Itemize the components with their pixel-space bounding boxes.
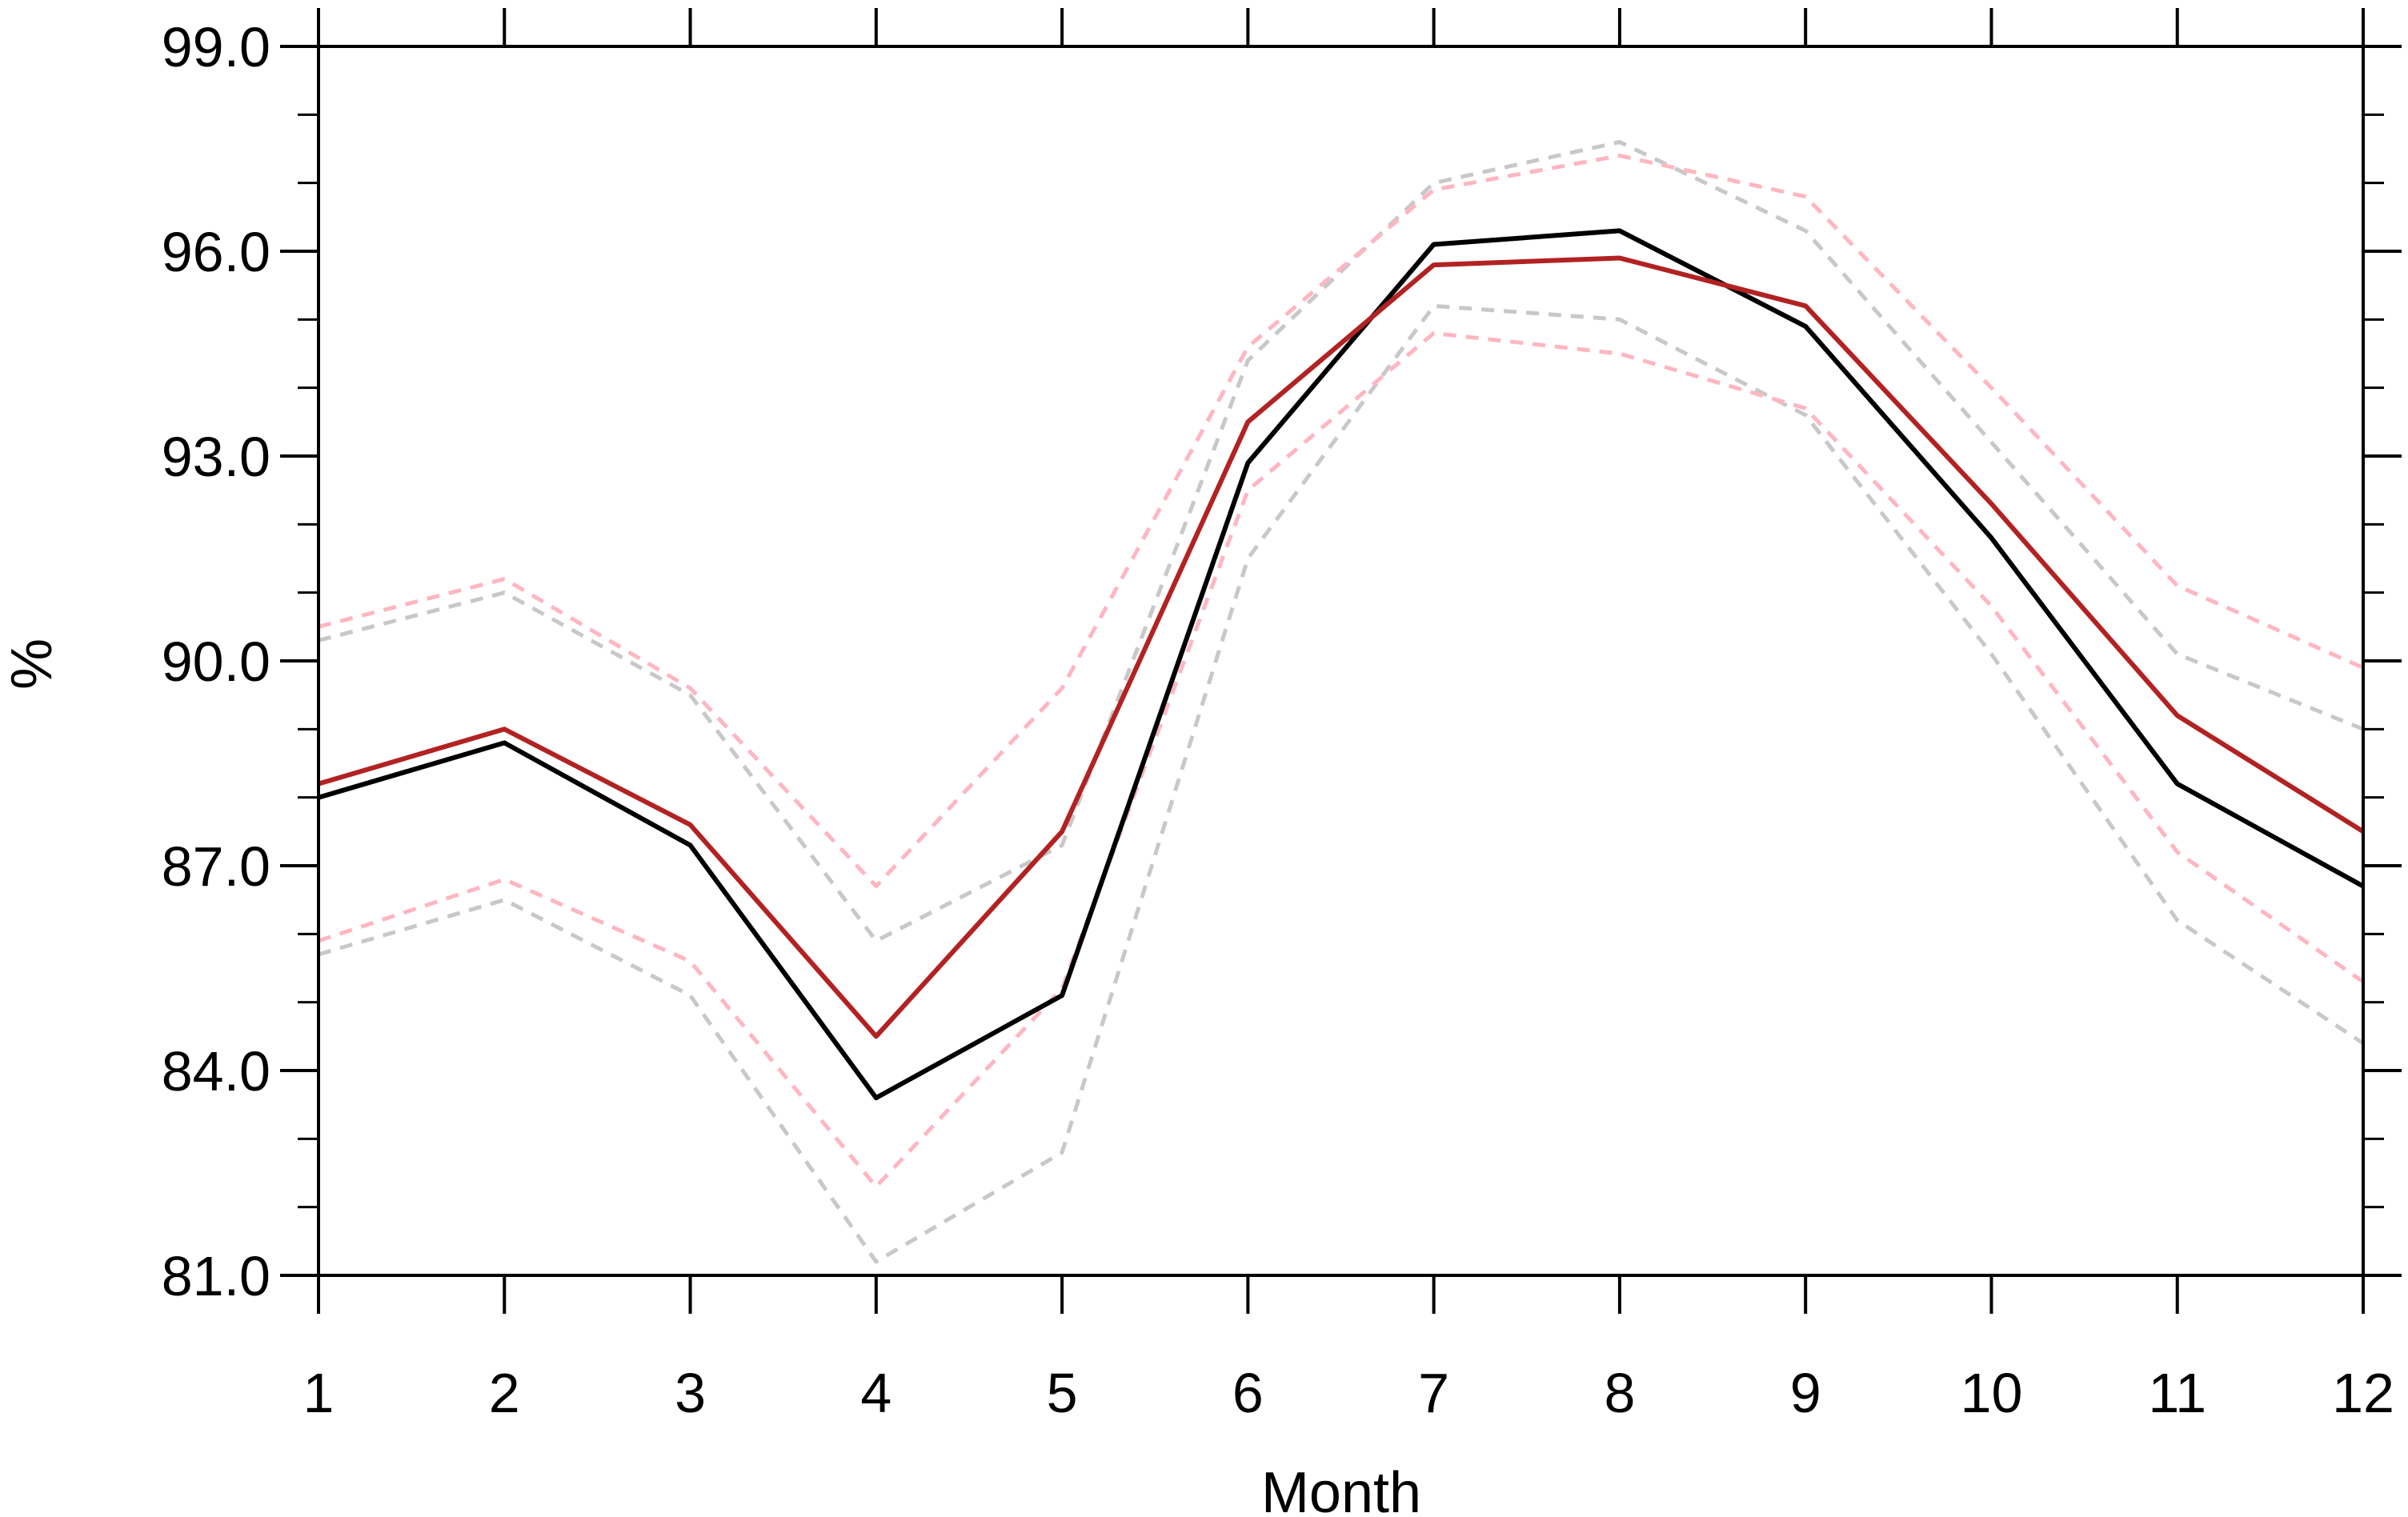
y-axis-title: % — [0, 638, 64, 690]
series-line-3 — [318, 140, 2364, 943]
x-tick-label: 4 — [860, 1362, 891, 1424]
axes-layer — [280, 8, 2402, 1314]
y-tick-label: 99.0 — [162, 16, 270, 78]
x-axis-title: Month — [1261, 1461, 1421, 1517]
series-line-1 — [318, 228, 2365, 1101]
x-tick-label: 1 — [303, 1362, 335, 1424]
x-tick-label: 7 — [1418, 1362, 1449, 1424]
series-line-4 — [318, 303, 2365, 1264]
series-line-2 — [318, 255, 2365, 1039]
x-tick-label: 11 — [2148, 1362, 2206, 1424]
plot-frame — [317, 45, 2365, 1277]
x-tick-label: 2 — [489, 1362, 520, 1424]
x-tick-label: 10 — [1961, 1362, 2023, 1424]
y-tick-label: 84.0 — [162, 1040, 270, 1103]
series-line-5 — [318, 154, 2365, 889]
series-line-6 — [318, 330, 2365, 1189]
y-tick-label: 96.0 — [162, 221, 270, 283]
x-tick-label: 3 — [675, 1362, 706, 1424]
y-tick-label: 87.0 — [162, 835, 270, 898]
x-tick-label: 9 — [1790, 1362, 1821, 1424]
y-tick-label: 81.0 — [162, 1245, 270, 1307]
y-tick-label: 90.0 — [162, 630, 270, 693]
x-tick-label: 8 — [1604, 1362, 1635, 1424]
series-layer — [318, 140, 2365, 1264]
x-tick-label: 5 — [1047, 1362, 1078, 1424]
label-layer: 1 2 3 4 5 6 7 8 9 10 11 1281.084.087.090.093.096.09… — [162, 16, 2394, 1424]
x-tick-label: 12 — [2332, 1362, 2394, 1424]
x-tick-label: 6 — [1232, 1362, 1264, 1424]
y-tick-label: 93.0 — [162, 426, 270, 488]
